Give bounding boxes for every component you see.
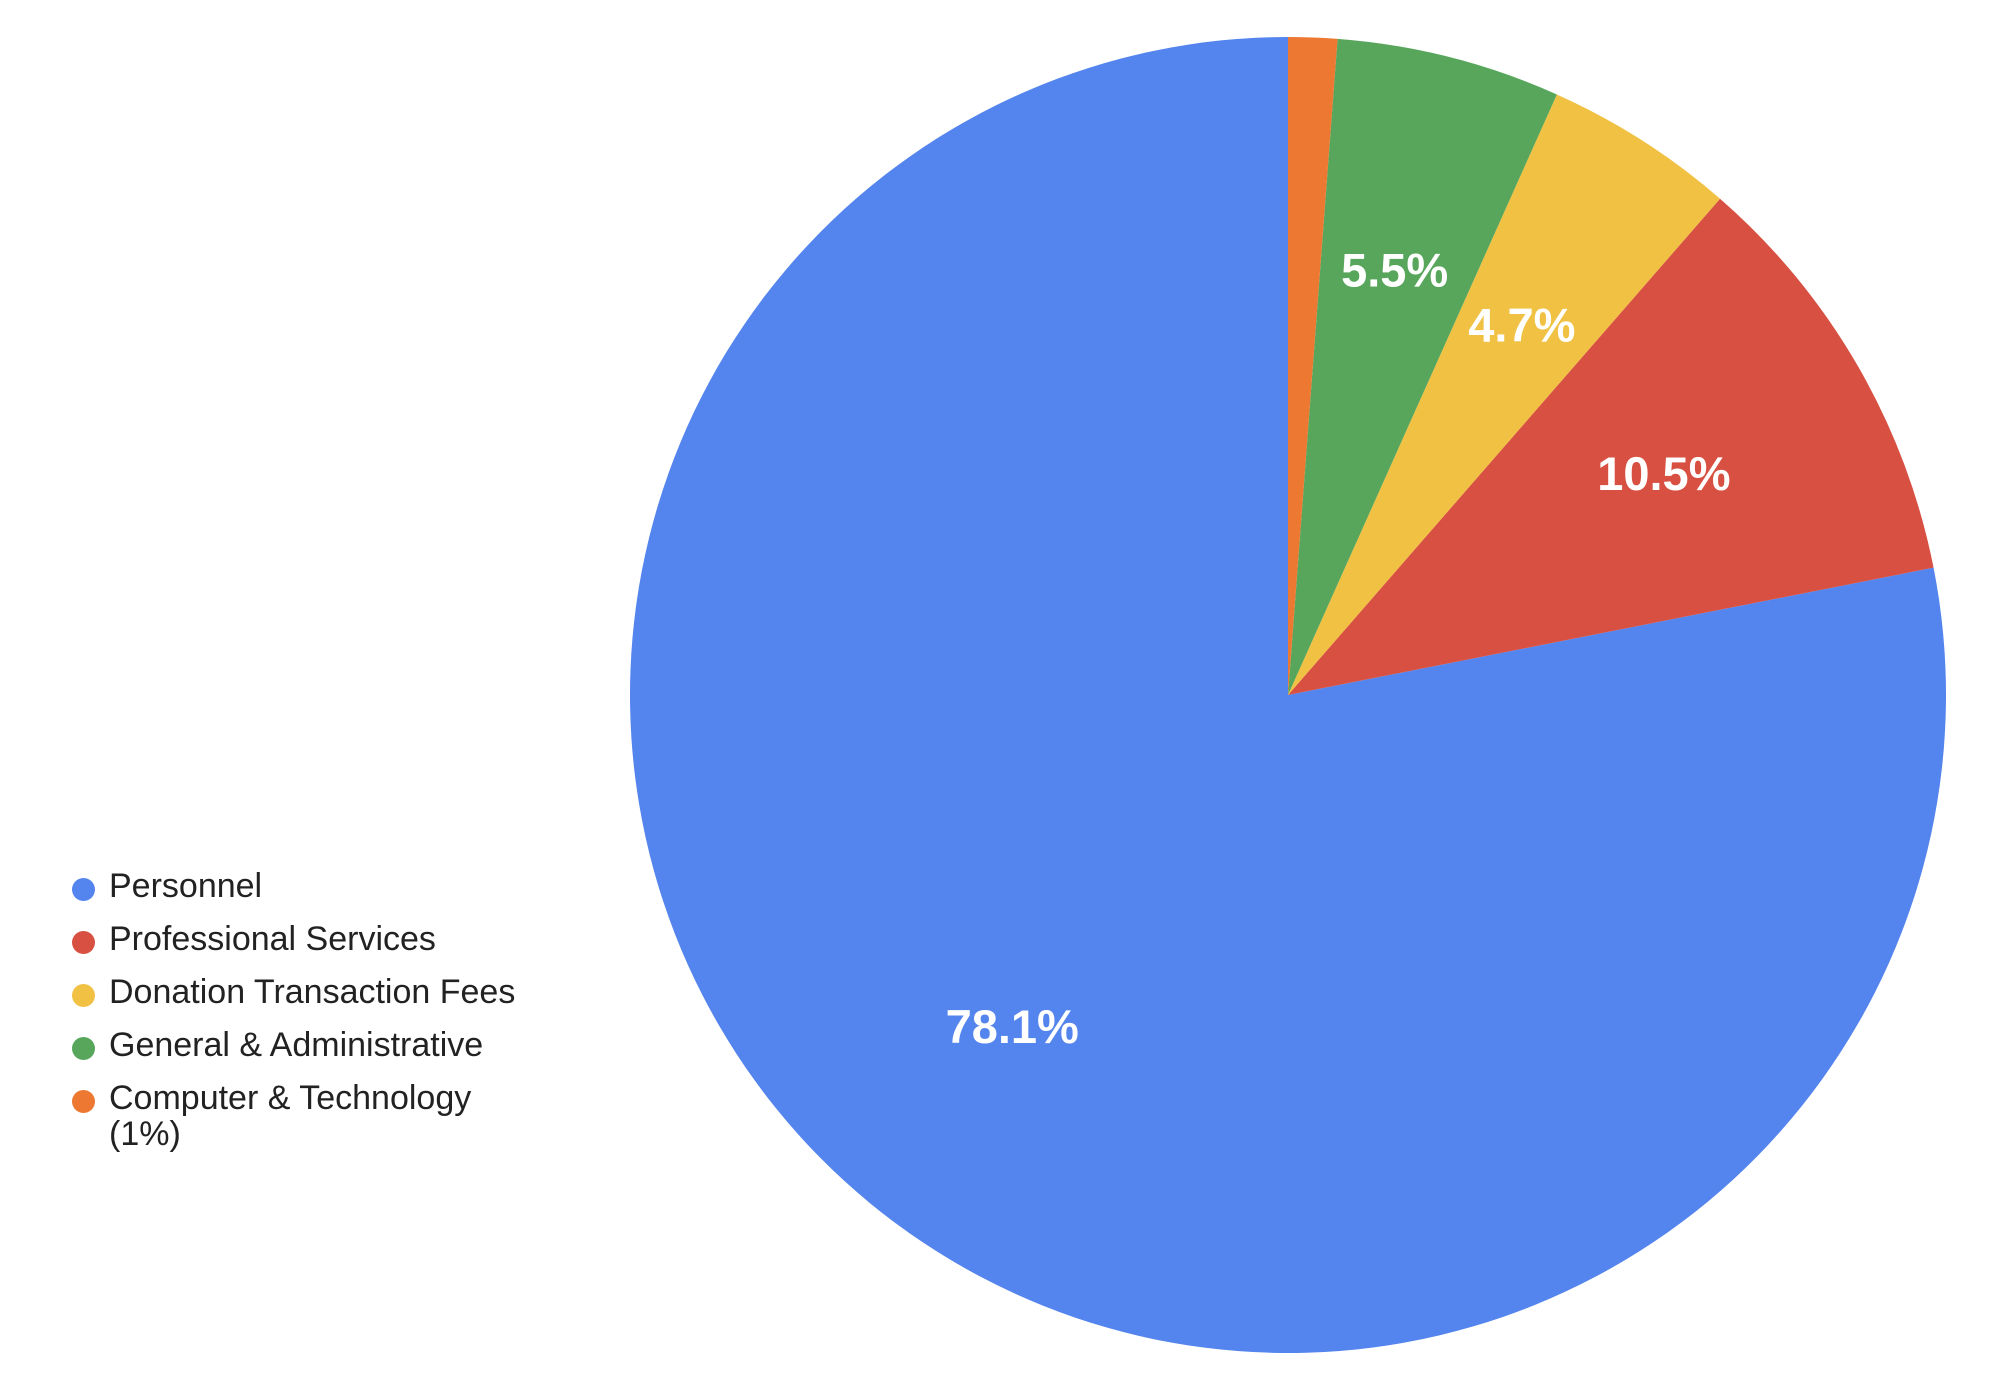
legend-label-general-administrative: General & Administrative (109, 1026, 484, 1064)
legend-swatch-donation-transaction-fees (72, 984, 95, 1007)
legend-swatch-general-administrative (72, 1037, 95, 1060)
slice-value-label-2: 4.7% (1468, 298, 1575, 351)
pie-slice-0 (630, 37, 1947, 1353)
slice-value-label-0: 78.1% (946, 1000, 1079, 1053)
legend-item-donation-transaction-fees: Donation Transaction Fees (72, 974, 592, 1010)
slice-value-label-3: 5.5% (1341, 243, 1448, 296)
legend-label-donation-transaction-fees: Donation Transaction Fees (109, 973, 516, 1011)
legend-item-general-administrative: General & Administrative (72, 1027, 592, 1063)
legend-label-personnel: Personnel (109, 867, 263, 905)
legend-item-professional-services: Professional Services (72, 921, 592, 957)
legend-label-computer-technology: Computer & Technology (1%) (109, 1079, 472, 1153)
slice-value-label-1: 10.5% (1597, 447, 1730, 500)
pie-slice-1 (1288, 198, 1934, 696)
pie-slice-3 (1288, 38, 1557, 695)
legend-item-computer-technology: Computer & Technology (1%) (72, 1080, 592, 1152)
legend-label-professional-services: Professional Services (109, 920, 436, 958)
legend-swatch-computer-technology (72, 1090, 95, 1113)
legend-swatch-personnel (72, 878, 95, 901)
pie-slice-4 (1288, 37, 1338, 695)
chart-legend: Personnel Professional Services Donation… (72, 868, 592, 1169)
legend-swatch-professional-services (72, 931, 95, 954)
pie-slice-2 (1288, 94, 1721, 696)
legend-item-personnel: Personnel (72, 868, 592, 904)
